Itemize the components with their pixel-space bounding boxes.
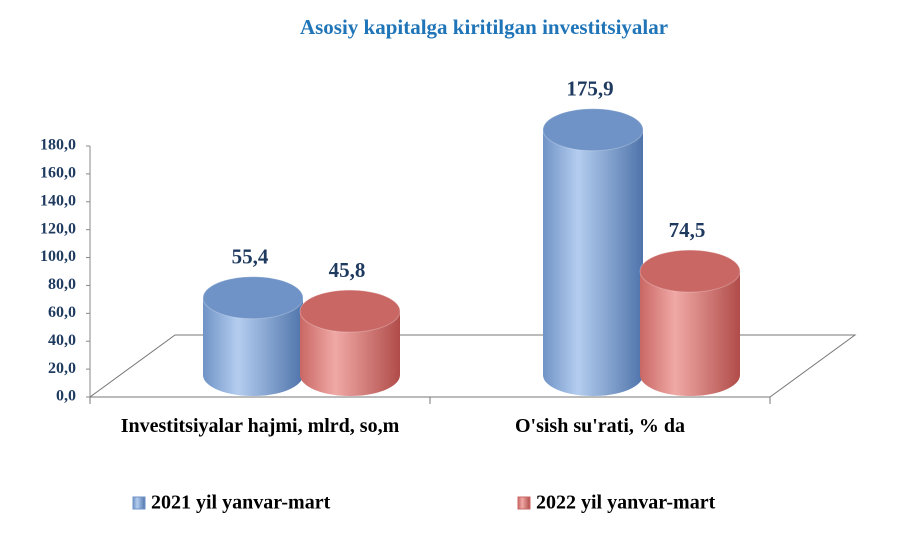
y-tick-label: 20,0 xyxy=(48,360,76,377)
value-label: 45,8 xyxy=(329,258,366,282)
y-tick-label: 180,0 xyxy=(40,137,76,154)
value-label: 74,5 xyxy=(669,218,706,242)
x-tick-label: O'sish su'rati, % da xyxy=(514,415,686,437)
bar xyxy=(299,289,401,396)
bar-top xyxy=(639,249,741,293)
bar-top xyxy=(299,289,401,333)
y-tick-label: 60,0 xyxy=(48,304,76,321)
y-tick-label: 80,0 xyxy=(48,276,76,293)
bar-body xyxy=(543,129,643,375)
legend-label: 2022 yil yanvar-mart xyxy=(536,492,716,514)
y-tick-label: 100,0 xyxy=(40,248,76,265)
legend-label: 2021 yil yanvar-mart xyxy=(151,492,331,514)
bar-top xyxy=(202,276,304,320)
y-tick-label: 160,0 xyxy=(40,165,76,182)
bar xyxy=(639,249,741,396)
bar-top xyxy=(542,108,644,152)
legend-marker xyxy=(517,496,531,510)
chart-title: Asosiy kapitalga kiritilgan investitsiya… xyxy=(300,15,668,39)
floor xyxy=(88,334,857,398)
value-label: 175,9 xyxy=(566,77,613,101)
bar xyxy=(202,276,304,396)
y-tick-label: 120,0 xyxy=(40,220,76,237)
legend-marker xyxy=(132,496,146,510)
y-tick-label: 140,0 xyxy=(40,192,76,209)
x-tick-label: Investitsiyalar hajmi, mlrd, so,m xyxy=(120,415,400,437)
value-label: 55,4 xyxy=(232,245,269,269)
y-tick-label: 40,0 xyxy=(48,332,76,349)
y-tick-label: 0,0 xyxy=(56,388,76,405)
bar xyxy=(542,108,644,396)
